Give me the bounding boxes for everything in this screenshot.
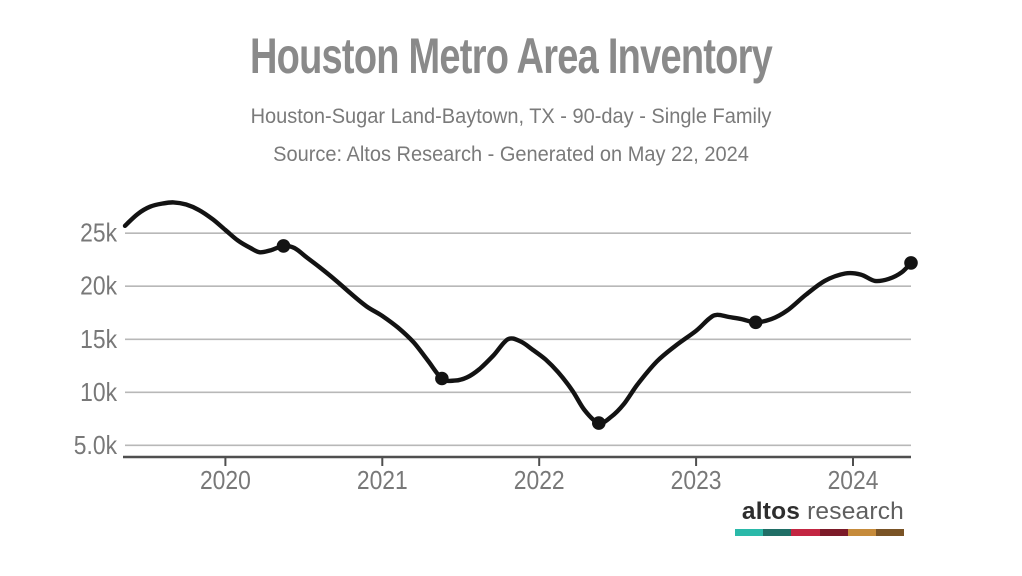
y-tick-label: 20k: [80, 272, 118, 301]
data-point-marker: [748, 315, 763, 330]
y-tick-label: 5.0k: [74, 432, 118, 461]
x-tick-label: 2023: [671, 467, 722, 496]
y-tick-label: 25k: [80, 219, 118, 248]
logo-bar-segment: [791, 528, 820, 536]
logo-bar-segment: [875, 528, 905, 536]
logo-brand-light: research: [807, 498, 904, 525]
y-tick-label: 10k: [80, 379, 118, 408]
data-point-marker: [904, 256, 918, 270]
x-tick-label: 2020: [200, 467, 251, 496]
data-point-marker: [435, 371, 449, 386]
altos-research-logo: altos research: [735, 498, 905, 536]
x-tick-label: 2022: [514, 467, 565, 496]
logo-text: altos research: [741, 498, 904, 526]
logo-bar-segment: [819, 528, 848, 536]
chart-source-line: Source: Altos Research - Generated on Ma…: [273, 142, 749, 166]
page-title: Houston Metro Area Inventory: [249, 28, 773, 84]
logo-color-bar: [735, 528, 905, 536]
data-point-marker: [276, 239, 291, 253]
logo-brand-bold: altos: [741, 498, 801, 525]
y-tick-label: 15k: [80, 326, 118, 355]
chart-subtitle: Houston-Sugar Land-Baytown, TX - 90-day …: [250, 104, 772, 128]
x-tick-label: 2024: [828, 467, 879, 496]
data-point-marker: [592, 416, 606, 430]
logo-bar-segment: [763, 528, 792, 536]
logo-bar-segment: [735, 528, 764, 536]
inventory-series-line: [122, 200, 914, 426]
logo-bar-segment: [847, 528, 876, 536]
x-tick-label: 2021: [357, 467, 408, 496]
